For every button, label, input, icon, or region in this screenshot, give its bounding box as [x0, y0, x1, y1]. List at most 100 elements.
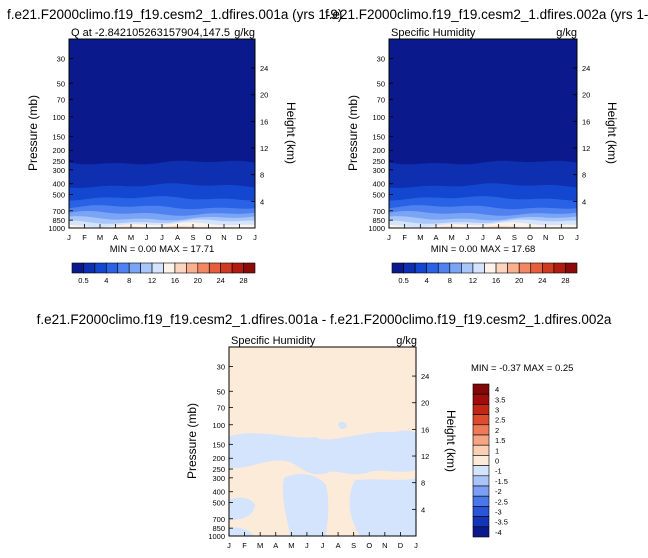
colorbar-label: 4 — [425, 276, 429, 285]
y-tick-label: 1000 — [368, 224, 385, 233]
y-tick-label: 50 — [377, 79, 385, 88]
colorbar-box — [565, 262, 578, 274]
panel2-units: g/kg — [556, 27, 577, 39]
y-tick-label: 70 — [377, 96, 385, 105]
x-tick-label: O — [366, 541, 372, 550]
colorbar-box — [208, 262, 221, 274]
colorbar-box — [403, 262, 416, 274]
y-tick-label: 250 — [372, 157, 385, 166]
colorbar-label: 24 — [217, 276, 225, 285]
colorbar-box — [553, 262, 566, 274]
x-tick-label: J — [575, 233, 579, 242]
y-tick-label: 400 — [52, 180, 65, 189]
colorbar-box — [472, 465, 490, 477]
colorbar-label: -2.5 — [495, 497, 508, 506]
x-tick-label: J — [387, 233, 391, 242]
colorbar-label: 2.5 — [495, 416, 505, 425]
y-tick-label: 400 — [212, 488, 225, 497]
x-tick-label: A — [496, 233, 501, 242]
colorbar-label: 1 — [495, 446, 499, 455]
colorbar-box — [472, 414, 490, 426]
x-tick-label: F — [242, 541, 247, 550]
panel1-plot: Q at -2.842105263157904,147.5 g/kg 30 50 7… — [26, 27, 298, 285]
colorbar-box — [472, 383, 490, 395]
x-tick-label: M — [128, 233, 134, 242]
y-tick-right-label: 4 — [260, 197, 264, 206]
panel2-colorbar: 0.5 4 8 12 16 20 24 28 — [391, 262, 578, 285]
colorbar-label: 28 — [561, 276, 569, 285]
colorbar-label: 1.5 — [495, 436, 505, 445]
x-tick-label: F — [82, 233, 87, 242]
colorbar-box — [128, 262, 141, 274]
colorbar-box — [542, 262, 555, 274]
colorbar-box — [426, 262, 439, 274]
panel1-units: g/kg — [234, 27, 255, 39]
y-tick-right-label: 20 — [582, 91, 590, 100]
colorbar-label: 24 — [538, 276, 546, 285]
x-tick-label: D — [398, 541, 404, 550]
y-tick-label: 250 — [212, 465, 225, 474]
y-tick-label: 30 — [217, 363, 225, 372]
colorbar-label: 20 — [194, 276, 202, 285]
colorbar-box — [472, 393, 490, 405]
y-tick-label: 70 — [217, 404, 225, 413]
panel3-plot: Specific Humidity g/kg 30507010015020025… — [185, 335, 573, 550]
x-tick-label: S — [190, 233, 195, 242]
colorbar-box — [461, 262, 474, 274]
x-tick-label: S — [351, 541, 356, 550]
colorbar-label: 0.5 — [78, 276, 88, 285]
x-tick-label: M — [257, 541, 263, 550]
contour-band — [282, 474, 329, 536]
x-tick-label: J — [227, 541, 231, 550]
colorbar-label: 8 — [448, 276, 452, 285]
y-tick-label: 500 — [212, 499, 225, 508]
y-tick-label: 100 — [52, 113, 65, 122]
panel2-title: f.e21.F2000climo.f19_f19.cesm2_1.dfires.… — [325, 7, 648, 22]
y-tick-label: 100 — [212, 421, 225, 430]
panel3-minmax: MIN = -0.37 MAX = 0.25 — [471, 363, 573, 374]
y-tick-right-label: 20 — [260, 91, 268, 100]
y-tick-right-label: 12 — [260, 144, 268, 153]
colorbar-box — [472, 262, 485, 274]
panel2-y-ticks-right: 24 20 16 12 8 4 — [573, 64, 590, 206]
colorbar-box — [71, 262, 84, 274]
y-tick-right-label: 4 — [421, 505, 425, 514]
y-tick-label: 200 — [372, 146, 385, 155]
colorbar-box — [472, 404, 490, 415]
y-tick-label: 200 — [52, 146, 65, 155]
x-tick-label: J — [67, 233, 71, 242]
x-tick-label: D — [559, 233, 565, 242]
x-tick-label: M — [449, 233, 455, 242]
y-tick-right-label: 16 — [260, 117, 268, 126]
colorbar-label: -3 — [495, 508, 502, 517]
y-tick-right-label: 8 — [421, 479, 425, 488]
colorbar-label: -1.5 — [495, 477, 508, 486]
x-tick-label: A — [336, 541, 341, 550]
x-tick-label: J — [305, 541, 309, 550]
colorbar-box — [174, 262, 187, 274]
y-tick-right-label: 16 — [582, 117, 590, 126]
y-tick-label: 200 — [212, 454, 225, 463]
y-tick-label: 500 — [372, 191, 385, 200]
colorbar-box — [151, 262, 164, 274]
y-tick-label: 250 — [52, 157, 65, 166]
colorbar-box — [243, 262, 256, 274]
colorbar-label: 2 — [495, 426, 499, 435]
colorbar-box — [472, 495, 490, 507]
colorbar-label: 28 — [239, 276, 247, 285]
colorbar-box — [472, 455, 490, 466]
y-tick-right-label: 8 — [260, 171, 264, 180]
panel1-title: f.e21.F2000climo.f19_f19.cesm2_1.dfires.… — [7, 7, 342, 22]
colorbar-label: 8 — [127, 276, 131, 285]
colorbar-box — [530, 262, 543, 274]
x-tick-label: A — [433, 233, 438, 242]
colorbar-box — [472, 506, 490, 517]
contour-band — [338, 421, 347, 429]
colorbar-box — [518, 262, 532, 274]
